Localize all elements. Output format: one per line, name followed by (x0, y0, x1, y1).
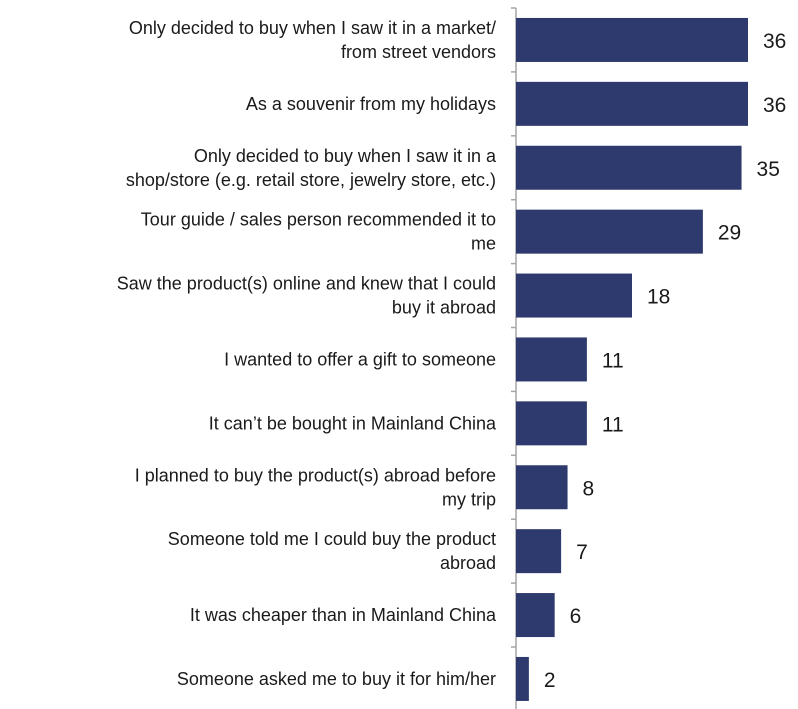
bar (516, 593, 555, 638)
bar (516, 465, 568, 510)
bar-value-label: 2 (544, 669, 556, 692)
category-label: It can’t be bought in Mainland China (209, 413, 497, 433)
bar (516, 337, 587, 382)
bar-value-label: 11 (602, 349, 624, 372)
bar (516, 529, 562, 574)
chart-value-labels: 36 36 35 29 18 11 11 8 7 6 2 (544, 30, 786, 692)
category-label: Someone told me I could buy the product a… (168, 529, 496, 573)
chart-bars (516, 17, 748, 701)
bar (516, 273, 632, 318)
category-label: Tour guide / sales person recommended it… (141, 210, 496, 254)
chart-category-labels: Only decided to buy when I saw it in a m… (117, 18, 497, 689)
bar (516, 17, 748, 62)
chart-axis (511, 7, 517, 709)
category-label: Someone asked me to buy it for him/her (177, 669, 496, 689)
bar (516, 81, 748, 126)
category-label: It was cheaper than in Mainland China (190, 605, 497, 625)
category-label: I planned to buy the product(s) abroad b… (135, 465, 496, 509)
bar-value-label: 18 (647, 286, 670, 309)
bar-value-label: 35 (757, 158, 780, 181)
bar-value-label: 36 (763, 30, 786, 53)
category-label: As a souvenir from my holidays (246, 94, 496, 114)
bar-value-label: 36 (763, 94, 786, 117)
bar (516, 401, 587, 446)
bar (516, 145, 742, 190)
bar (516, 209, 703, 254)
bar-value-label: 11 (602, 413, 624, 436)
bar (516, 656, 529, 701)
category-label: Saw the product(s) online and knew that … (117, 274, 496, 318)
category-label: Only decided to buy when I saw it in a m… (129, 18, 496, 62)
bar-value-label: 6 (570, 605, 582, 628)
category-label: Only decided to buy when I saw it in a sh… (126, 146, 497, 190)
bar-value-label: 8 (583, 477, 595, 500)
category-label: I wanted to offer a gift to someone (224, 349, 496, 369)
bar-value-label: 7 (576, 541, 588, 564)
bar-value-label: 29 (718, 222, 741, 245)
